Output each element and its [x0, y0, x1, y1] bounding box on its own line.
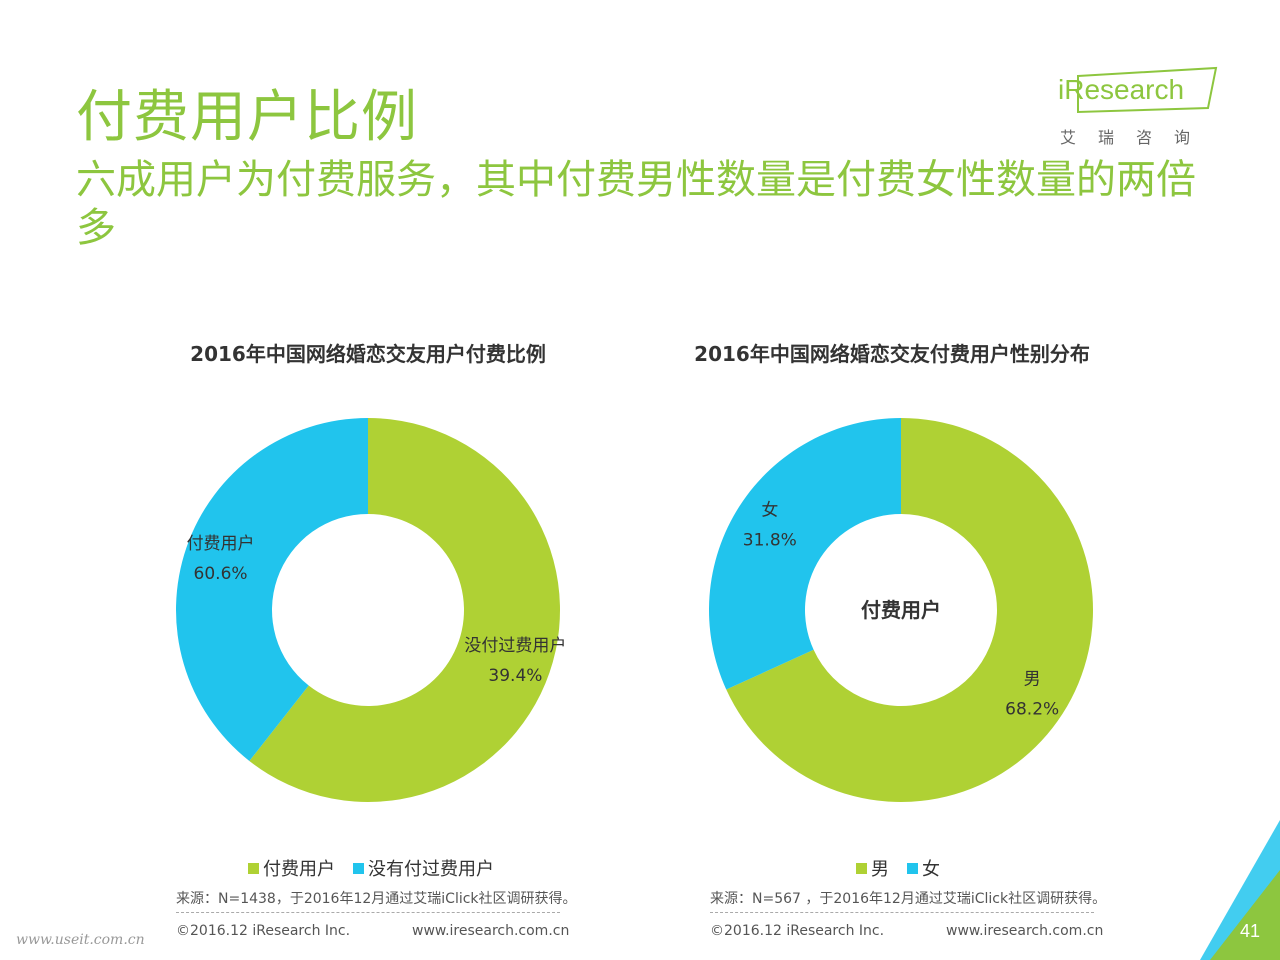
slice-name-0: 男 — [1024, 669, 1041, 689]
copyright: ©2016.12 iResearch Inc. — [710, 923, 885, 939]
legend-label: 付费用户 — [263, 859, 335, 880]
slice-value-1: 31.8% — [743, 531, 797, 551]
legend-swatch-green — [856, 862, 867, 874]
chart1-legend: 付费用户 没有付过费用户 — [248, 855, 494, 881]
chart1-source: 来源：N=1438，于2016年12月通过艾瑞iClick社区调研获得。 — [176, 891, 577, 907]
donut-center-label: 付费用户 — [861, 598, 941, 622]
logo-banner-icon — [1077, 66, 1218, 114]
site-link: www.iresearch.com.cn — [412, 923, 570, 939]
copyright: ©2016.12 iResearch Inc. — [176, 923, 351, 939]
slice-name-0: 没付过费用户 — [464, 636, 566, 656]
legend-swatch-blue — [907, 862, 918, 874]
donut-slice-0 — [726, 418, 1093, 802]
chart1-title: 2016年中国网络婚恋交友用户付费比例 — [190, 342, 546, 366]
legend-label: 女 — [922, 859, 940, 880]
chart2-source: 来源：N=567 ，于2016年12月通过艾瑞iClick社区调研获得。 — [710, 891, 1107, 907]
iresearch-logo: iResearch 艾瑞咨询 — [1058, 66, 1218, 152]
logo-cn: 艾瑞咨询 — [1060, 128, 1213, 147]
watermark: www.useit.com.cn — [16, 932, 145, 948]
legend-item-female: 女 — [907, 855, 940, 881]
divider — [710, 912, 1094, 913]
divider — [176, 912, 560, 913]
slice-name-1: 女 — [761, 501, 778, 521]
legend-item-paid: 付费用户 — [248, 855, 335, 881]
slice-name-1: 付费用户 — [187, 534, 255, 554]
chart2-title: 2016年中国网络婚恋交友付费用户性别分布 — [694, 342, 1090, 366]
chart1-donut: 没付过费用户 39.4% 付费用户 60.6% — [176, 418, 566, 802]
chart2-donut: 男 68.2% 女 31.8% 付费用户 — [709, 418, 1093, 802]
logo-brand: iResearch — [1058, 74, 1185, 105]
donut-slice-0 — [249, 418, 560, 802]
page-title: 付费用户比例 — [76, 85, 418, 150]
legend-item-unpaid: 没有付过费用户 — [353, 855, 494, 881]
slice-value-0: 39.4% — [488, 666, 542, 686]
page-number: 41 — [1239, 921, 1260, 941]
donut-slice-1 — [709, 418, 901, 690]
legend-label: 没有付过费用户 — [368, 859, 494, 880]
donut-slice-1 — [176, 418, 368, 761]
page-subtitle: 六成用户为付费服务，其中付费男性数量是付费女性数量的两倍多 — [76, 157, 1196, 251]
legend-label: 男 — [871, 859, 889, 880]
legend-swatch-green — [248, 862, 259, 874]
corner-decoration — [1200, 820, 1280, 960]
slice-value-1: 60.6% — [194, 564, 248, 584]
legend-item-male: 男 — [856, 855, 889, 881]
site-link: www.iresearch.com.cn — [946, 923, 1104, 939]
chart2-legend: 男 女 — [856, 855, 940, 881]
slice-value-0: 68.2% — [1005, 699, 1059, 719]
legend-swatch-blue — [353, 862, 364, 874]
